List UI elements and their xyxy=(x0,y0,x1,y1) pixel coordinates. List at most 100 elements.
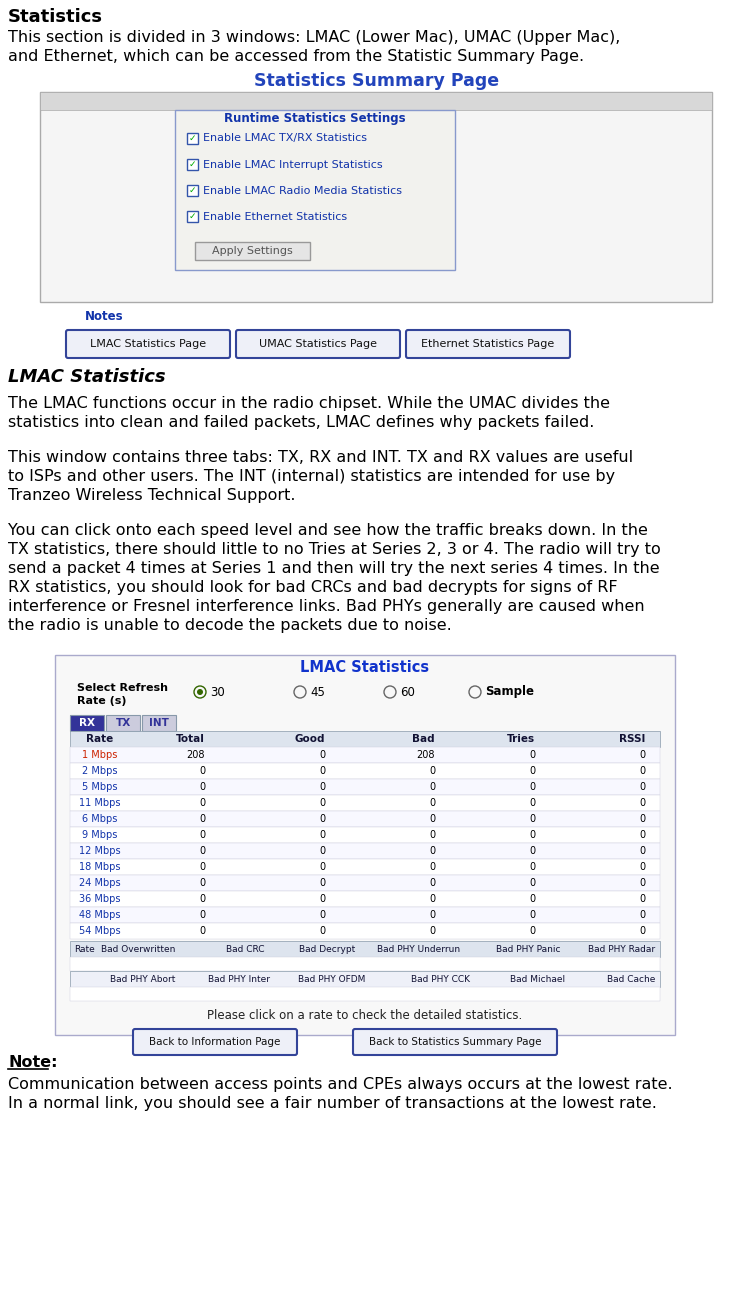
Text: Enable Ethernet Statistics: Enable Ethernet Statistics xyxy=(203,212,347,222)
Text: 0: 0 xyxy=(199,893,205,904)
Text: 0: 0 xyxy=(319,750,325,760)
Text: Bad Michael: Bad Michael xyxy=(510,975,565,984)
Text: Runtime Statistics Settings: Runtime Statistics Settings xyxy=(224,112,406,125)
Text: Bad CRC: Bad CRC xyxy=(226,945,265,954)
Text: RX statistics, you should look for bad CRCs and bad decrypts for signs of RF: RX statistics, you should look for bad C… xyxy=(8,580,618,595)
Text: Enable LMAC Radio Media Statistics: Enable LMAC Radio Media Statistics xyxy=(203,186,402,195)
Text: 0: 0 xyxy=(529,798,535,808)
FancyBboxPatch shape xyxy=(406,330,570,358)
Text: 2 Mbps: 2 Mbps xyxy=(82,766,118,776)
Text: Select Refresh: Select Refresh xyxy=(77,683,168,693)
Text: LMAC Statistics Page: LMAC Statistics Page xyxy=(90,340,206,349)
Text: 0: 0 xyxy=(529,815,535,824)
Text: 0: 0 xyxy=(529,750,535,760)
Text: LMAC Statistics: LMAC Statistics xyxy=(300,660,430,675)
Text: 0: 0 xyxy=(199,926,205,936)
Text: 0: 0 xyxy=(319,815,325,824)
Text: Statistics Summary Page: Statistics Summary Page xyxy=(254,72,500,90)
Text: 208: 208 xyxy=(416,750,435,760)
Text: 36 Mbps: 36 Mbps xyxy=(79,893,121,904)
Text: statistics into clean and failed packets, LMAC defines why packets failed.: statistics into clean and failed packets… xyxy=(8,414,594,430)
Text: 0: 0 xyxy=(529,862,535,871)
Bar xyxy=(70,715,104,731)
Text: Tranzeo Wireless Technical Support.: Tranzeo Wireless Technical Support. xyxy=(8,488,296,503)
Text: 0: 0 xyxy=(529,878,535,888)
Text: Rate: Rate xyxy=(74,945,95,954)
Text: 0: 0 xyxy=(319,893,325,904)
Text: 0: 0 xyxy=(529,846,535,856)
Text: 0: 0 xyxy=(199,798,205,808)
Text: Apply Settings: Apply Settings xyxy=(212,247,293,256)
Text: 0: 0 xyxy=(429,926,435,936)
Text: 0: 0 xyxy=(639,830,645,840)
Bar xyxy=(70,795,660,811)
Text: UMAC Statistics Page: UMAC Statistics Page xyxy=(259,340,377,349)
Bar xyxy=(142,715,176,731)
Text: 0: 0 xyxy=(639,750,645,760)
Text: 0: 0 xyxy=(199,766,205,776)
Text: 0: 0 xyxy=(319,862,325,871)
Text: and Ethernet, which can be accessed from the Statistic Summary Page.: and Ethernet, which can be accessed from… xyxy=(8,49,584,65)
Text: In a normal link, you should see a fair number of transactions at the lowest rat: In a normal link, you should see a fair … xyxy=(8,1096,657,1112)
Text: Bad Cache: Bad Cache xyxy=(607,975,655,984)
Text: Please click on a rate to check the detailed statistics.: Please click on a rate to check the deta… xyxy=(207,1010,523,1022)
Text: 0: 0 xyxy=(319,846,325,856)
Bar xyxy=(70,941,660,957)
Text: 12 Mbps: 12 Mbps xyxy=(79,846,121,856)
Text: 0: 0 xyxy=(429,782,435,791)
Text: 5 Mbps: 5 Mbps xyxy=(82,782,118,791)
Text: 0: 0 xyxy=(429,830,435,840)
Text: 0: 0 xyxy=(639,782,645,791)
Text: 0: 0 xyxy=(319,782,325,791)
Bar xyxy=(40,92,712,302)
Bar xyxy=(70,908,660,923)
Text: Bad PHY Radar: Bad PHY Radar xyxy=(588,945,655,954)
Text: 9 Mbps: 9 Mbps xyxy=(82,830,118,840)
Text: 1 Mbps: 1 Mbps xyxy=(82,750,118,760)
Text: You can click onto each speed level and see how the traffic breaks down. In the: You can click onto each speed level and … xyxy=(8,523,648,538)
Text: Bad: Bad xyxy=(412,735,435,744)
FancyBboxPatch shape xyxy=(353,1029,557,1055)
Bar xyxy=(187,185,198,196)
Bar xyxy=(70,875,660,891)
Text: Bad PHY Abort: Bad PHY Abort xyxy=(109,975,175,984)
Text: 0: 0 xyxy=(319,766,325,776)
Text: 0: 0 xyxy=(639,815,645,824)
Text: ✓: ✓ xyxy=(188,212,196,221)
Text: 0: 0 xyxy=(639,798,645,808)
Text: Bad PHY Inter: Bad PHY Inter xyxy=(208,975,270,984)
Text: 18 Mbps: 18 Mbps xyxy=(79,862,121,871)
Text: 0: 0 xyxy=(639,893,645,904)
Text: 0: 0 xyxy=(529,926,535,936)
Text: 0: 0 xyxy=(429,766,435,776)
Text: 0: 0 xyxy=(429,846,435,856)
Bar xyxy=(70,731,660,747)
Text: Back to Statistics Summary Page: Back to Statistics Summary Page xyxy=(369,1037,541,1047)
Bar xyxy=(187,133,198,145)
Bar xyxy=(70,811,660,828)
Bar xyxy=(70,859,660,875)
Text: This section is divided in 3 windows: LMAC (Lower Mac), UMAC (Upper Mac),: This section is divided in 3 windows: LM… xyxy=(8,30,621,45)
Text: TX statistics, there should little to no Tries at Series 2, 3 or 4. The radio wi: TX statistics, there should little to no… xyxy=(8,542,661,556)
Text: 0: 0 xyxy=(199,782,205,791)
FancyBboxPatch shape xyxy=(175,110,455,270)
Text: 48 Mbps: 48 Mbps xyxy=(79,910,121,920)
Bar xyxy=(70,988,660,1001)
Text: 0: 0 xyxy=(429,878,435,888)
Text: Bad PHY Panic: Bad PHY Panic xyxy=(495,945,560,954)
Bar xyxy=(70,957,660,971)
Text: 0: 0 xyxy=(429,910,435,920)
Text: 24 Mbps: 24 Mbps xyxy=(79,878,121,888)
FancyBboxPatch shape xyxy=(133,1029,297,1055)
Text: TX: TX xyxy=(115,718,130,728)
Text: 0: 0 xyxy=(639,766,645,776)
Text: 0: 0 xyxy=(199,910,205,920)
Text: 208: 208 xyxy=(186,750,205,760)
Text: 30: 30 xyxy=(210,686,225,698)
Text: 0: 0 xyxy=(199,862,205,871)
Text: 0: 0 xyxy=(199,815,205,824)
Text: Bad PHY CCK: Bad PHY CCK xyxy=(411,975,470,984)
Text: Statistics: Statistics xyxy=(8,8,103,26)
Text: 0: 0 xyxy=(429,862,435,871)
Text: 0: 0 xyxy=(199,830,205,840)
